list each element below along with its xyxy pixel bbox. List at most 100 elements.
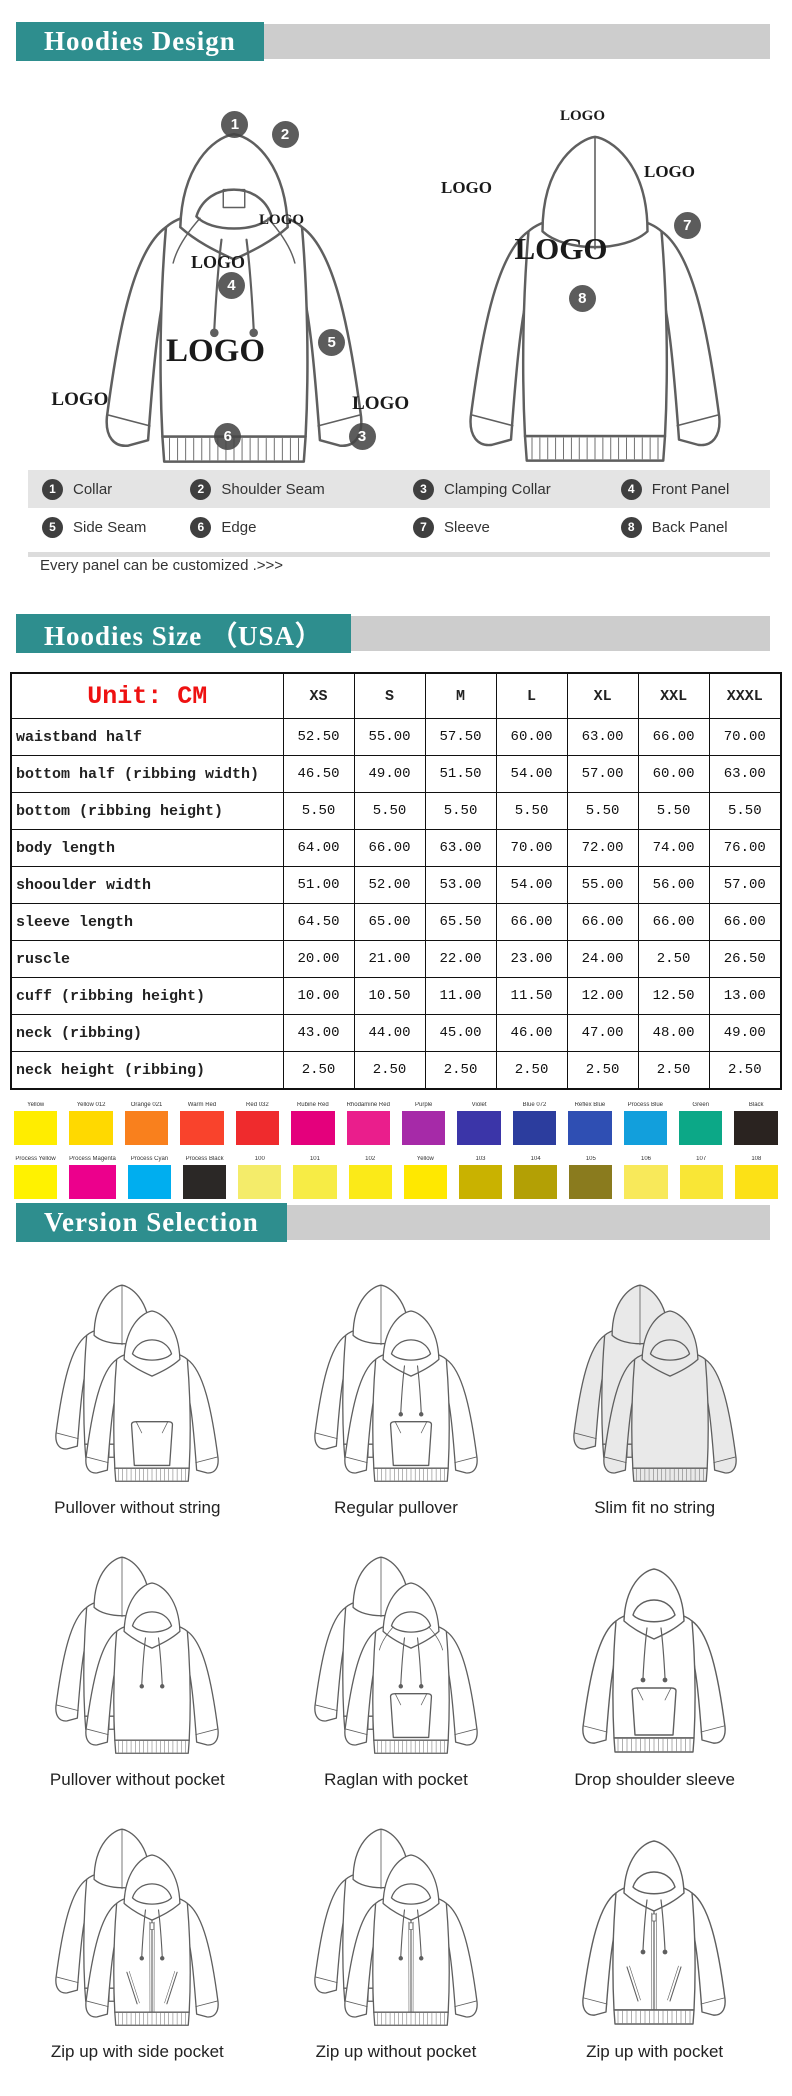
color-swatch: Process Yellow xyxy=(14,1156,58,1199)
hoodie-illustration xyxy=(539,1259,771,1496)
measurement-value: 65.00 xyxy=(353,903,426,941)
color-swatch: 100 xyxy=(238,1156,282,1199)
color-swatch-block xyxy=(457,1111,501,1145)
hoodie-illustration xyxy=(280,1531,512,1768)
measurement-value: 47.00 xyxy=(566,1014,639,1052)
measurement-value: 12.50 xyxy=(637,977,710,1015)
measurement-value: 10.50 xyxy=(353,977,426,1015)
color-swatch-label: 101 xyxy=(309,1156,320,1162)
color-swatch: Process Cyan xyxy=(127,1156,172,1199)
measurement-label: bottom (ribbing height) xyxy=(10,792,284,830)
color-swatch: 105 xyxy=(569,1156,613,1199)
measurement-value: 44.00 xyxy=(353,1014,426,1052)
section-banner-hoodies-design: Hoodies Design xyxy=(16,22,770,61)
color-swatch-block xyxy=(238,1165,282,1199)
banner-gray-strip xyxy=(263,24,770,59)
legend-divider xyxy=(28,552,770,557)
legend-item: 8 Back Panel xyxy=(607,516,770,538)
measurement-value: 66.00 xyxy=(353,829,426,867)
version-tile: Pullover without string xyxy=(8,1256,267,1528)
color-palette-row-1: Yellow Yellow 012 Orange 021 Warm Red Red 03… xyxy=(14,1102,778,1145)
version-label: Zip up without pocket xyxy=(315,2042,477,2061)
measurement-value: 11.00 xyxy=(424,977,497,1015)
legend-number-badge: 2 xyxy=(190,478,212,500)
version-label: Regular pullover xyxy=(334,1498,458,1517)
legend-row: 5 Side Seam 6 Edge 7 Sleeve 8 Back Panel xyxy=(28,508,770,546)
measurement-label: sleeve length xyxy=(10,903,284,941)
color-swatch-block xyxy=(623,1111,668,1145)
version-grid: Pullover without string Regular pullover S… xyxy=(8,1256,784,2072)
measurement-value: 2.50 xyxy=(566,1051,639,1090)
customization-note: Every panel can be customized .>>> xyxy=(40,557,284,574)
size-table-row: sleeve length 64.50 65.00 65.50 66.00 66.00 66… xyxy=(10,903,782,941)
color-swatch-block xyxy=(235,1111,280,1145)
color-swatch-block xyxy=(14,1111,58,1145)
legend-number-badge: 4 xyxy=(620,478,642,500)
color-swatch-block xyxy=(124,1111,169,1145)
color-swatch-label: Purple xyxy=(414,1102,433,1108)
color-swatch-label: Blue 072 xyxy=(522,1102,547,1108)
color-swatch-block xyxy=(14,1165,58,1199)
measurement-label: neck height (ribbing) xyxy=(10,1051,284,1090)
size-table-row: bottom half (ribbing width) 46.50 49.00 51.… xyxy=(10,755,782,793)
measurement-value: 2.50 xyxy=(282,1051,355,1090)
color-swatch-label: 106 xyxy=(641,1156,652,1162)
logo-placeholder-text: LOGO xyxy=(259,212,305,229)
measurement-value: 56.00 xyxy=(637,866,710,904)
logo-placeholder-text: LOGO xyxy=(514,230,608,266)
color-swatch-block xyxy=(183,1165,227,1199)
color-swatch: Rhodamine Red xyxy=(346,1102,390,1145)
measurement-value: 5.50 xyxy=(424,792,497,830)
measurement-value: 5.50 xyxy=(282,792,355,830)
legend-item: 5 Side Seam xyxy=(28,516,176,538)
legend-number-badge: 5 xyxy=(42,516,63,538)
measurement-value: 5.50 xyxy=(637,792,710,830)
color-swatch-block xyxy=(403,1165,447,1199)
measurement-value: 64.50 xyxy=(282,903,355,941)
measurement-value: 24.00 xyxy=(566,940,639,978)
color-swatch: 108 xyxy=(734,1156,778,1199)
version-label: Zip up with pocket xyxy=(586,2042,724,2061)
logo-placeholder-text: LOGO xyxy=(441,177,493,197)
section-banner-version-selection: Version Selection xyxy=(16,1203,770,1242)
color-swatch-label: 108 xyxy=(751,1156,762,1162)
section-title-version-selection: Version Selection xyxy=(16,1203,287,1242)
size-table-row: bottom (ribbing height) 5.50 5.50 5.50 5.50 5… xyxy=(10,792,782,830)
measurement-value: 70.00 xyxy=(495,829,568,867)
color-swatch: 104 xyxy=(514,1156,558,1199)
size-table-row: neck height (ribbing) 2.50 2.50 2.50 2.50 2.5… xyxy=(10,1051,782,1090)
color-swatch-label: Violet xyxy=(471,1102,487,1108)
version-tile: Pullover without pocket xyxy=(8,1528,267,1800)
color-swatch-label: Warm Red xyxy=(187,1102,217,1108)
version-tile: Raglan with pocket xyxy=(267,1528,526,1800)
logo-placeholder-text: LOGO xyxy=(51,388,109,410)
measurement-value: 52.50 xyxy=(282,718,355,756)
legend-row: 1 Collar 2 Shoulder Seam 3 Clamping Collar 4 Fr… xyxy=(28,470,770,508)
measurement-value: 65.50 xyxy=(424,903,497,941)
measurement-value: 45.00 xyxy=(424,1014,497,1052)
measurement-value: 51.50 xyxy=(424,755,497,793)
measurement-label: neck (ribbing) xyxy=(10,1014,284,1052)
color-swatch-label: 105 xyxy=(585,1156,596,1162)
section-banner-hoodies-size: Hoodies Size （USA） xyxy=(16,614,770,653)
hoodie-illustration xyxy=(21,1531,253,1768)
measurement-value: 55.00 xyxy=(566,866,639,904)
color-swatch: Warm Red xyxy=(180,1102,224,1145)
unit-label: Unit: CM xyxy=(10,672,284,719)
hoodie-illustration xyxy=(21,1259,253,1496)
version-tile: Zip up with side pocket xyxy=(8,1800,267,2072)
legend-item: 1 Collar xyxy=(28,478,176,500)
version-tile: Drop shoulder sleeve xyxy=(525,1528,784,1800)
panel-number-badge: 1 xyxy=(221,111,249,139)
size-column-header: XXXL xyxy=(708,672,782,719)
measurement-value: 26.50 xyxy=(708,940,782,978)
measurement-value: 2.50 xyxy=(353,1051,426,1090)
size-column-header: L xyxy=(495,672,568,719)
measurement-value: 57.00 xyxy=(566,755,639,793)
color-swatch-block xyxy=(180,1111,224,1145)
color-swatch: Red 032 xyxy=(235,1102,280,1145)
measurement-value: 64.00 xyxy=(282,829,355,867)
color-swatch-label: Yellow 012 xyxy=(76,1102,106,1108)
color-swatch-label: Process Magenta xyxy=(69,1156,116,1162)
color-swatch-block xyxy=(679,1111,723,1145)
